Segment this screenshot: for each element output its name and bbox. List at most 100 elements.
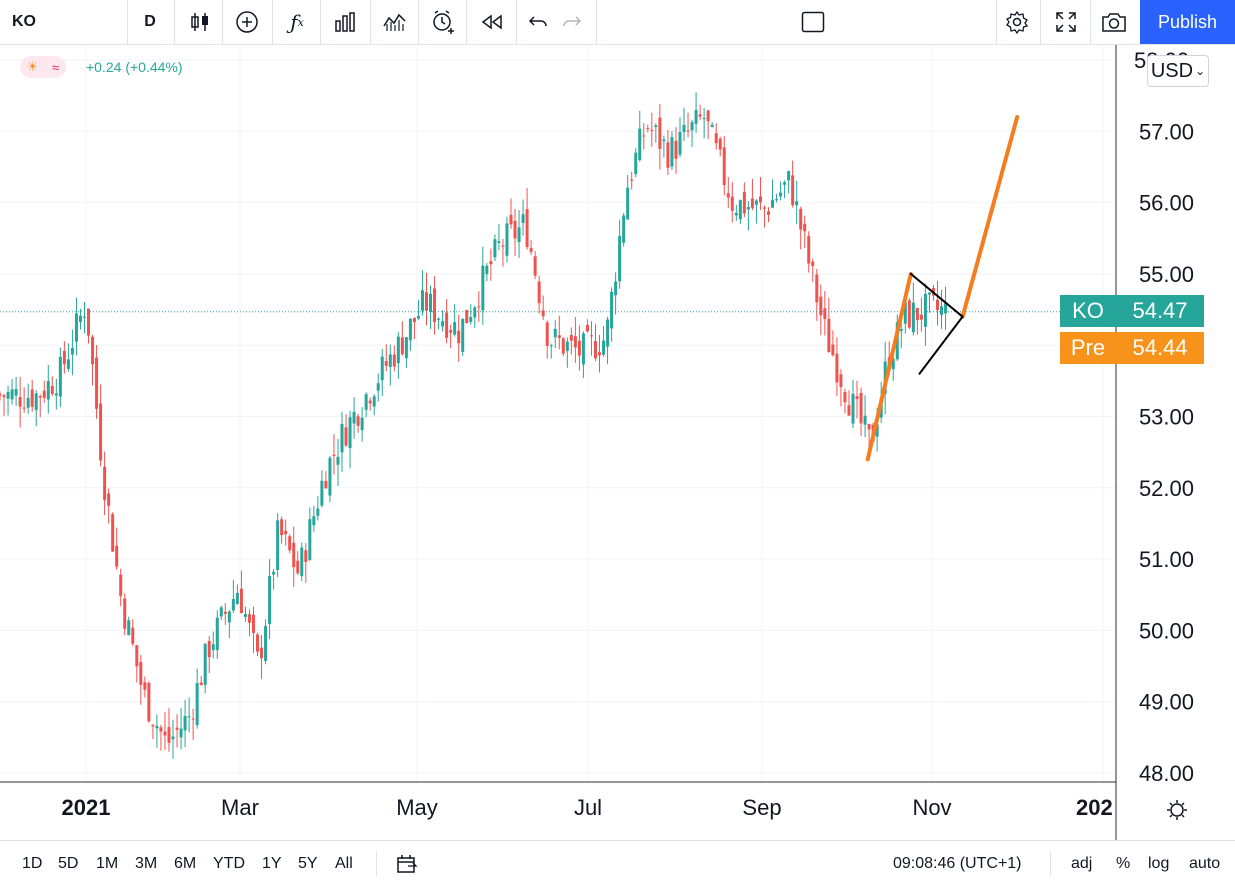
range-1y[interactable]: 1Y [262, 854, 282, 872]
candles-icon[interactable] [184, 0, 216, 44]
candle-body [280, 519, 284, 536]
indicator-templates-icon[interactable] [378, 0, 412, 44]
layout-icon[interactable] [798, 0, 828, 44]
candle-body [66, 359, 70, 369]
candle-body [82, 316, 86, 318]
candle-body [135, 645, 139, 667]
settings-icon[interactable] [1002, 0, 1032, 44]
alert-icon[interactable] [426, 0, 460, 44]
candle-body [795, 201, 799, 206]
time-tick-label: 202 [1076, 795, 1113, 820]
candle-body [111, 513, 115, 552]
symbol-search[interactable]: KO [12, 13, 36, 30]
range-ytd[interactable]: YTD [213, 854, 245, 872]
adj-toggle[interactable]: adj [1071, 854, 1093, 872]
candle-body [171, 736, 175, 740]
candle-body [875, 424, 879, 437]
candle-body [654, 125, 658, 128]
candle-body [268, 576, 272, 624]
candle-body [779, 192, 783, 197]
wave-icon: ≈ [52, 59, 60, 75]
camera-icon[interactable] [1098, 0, 1130, 44]
price-tick-label: 50.00 [1139, 618, 1194, 643]
price-tick-label: 56.00 [1139, 191, 1194, 216]
range-1d[interactable]: 1D [22, 854, 43, 872]
candle-body [50, 385, 54, 394]
range-5y[interactable]: 5Y [298, 854, 318, 872]
price-chart[interactable]: 57.00 56.00 55.00 53.00 52.00 51.00 50.00 49.00… [0, 45, 1235, 840]
redo-icon[interactable] [558, 0, 586, 44]
fullscreen-icon[interactable] [1050, 0, 1082, 44]
candle-body [927, 292, 931, 295]
candle-body [935, 299, 939, 311]
candle-body [529, 248, 533, 252]
pre-market-label: Pre [1060, 332, 1116, 364]
log-toggle[interactable]: log [1148, 854, 1170, 872]
last-price-tag: KO 54.47 [1060, 295, 1204, 327]
axis-settings-icon[interactable] [1167, 800, 1187, 820]
candle-body [561, 338, 565, 354]
range-5d[interactable]: 5D [58, 854, 79, 872]
candle-body [207, 640, 211, 658]
divider [127, 0, 128, 44]
time-tick-label: Mar [221, 795, 259, 820]
price-tick-label: 48.00 [1139, 761, 1194, 786]
candle-body [412, 317, 416, 323]
range-6m[interactable]: 6M [174, 854, 197, 872]
candle-body [867, 424, 871, 430]
candle-body [276, 520, 280, 570]
candle-body [682, 124, 686, 132]
range-all[interactable]: All [335, 854, 353, 872]
candle-body [758, 196, 762, 203]
replay-icon[interactable] [476, 0, 508, 44]
interval-button[interactable]: D [144, 13, 156, 30]
candle-body [312, 516, 316, 526]
candle-body [203, 643, 207, 685]
add-compare-icon[interactable] [230, 0, 264, 44]
candle-body [746, 207, 750, 210]
auto-toggle[interactable]: auto [1189, 854, 1221, 872]
candle-body [441, 321, 445, 327]
candle-body [525, 209, 529, 248]
range-1m[interactable]: 1M [96, 854, 119, 872]
undo-icon[interactable] [524, 0, 552, 44]
date-range-icon[interactable] [396, 841, 418, 886]
candle-body [545, 322, 549, 346]
candle-body [127, 620, 131, 636]
candle-body [565, 341, 569, 351]
range-3m[interactable]: 3M [135, 854, 158, 872]
price-axis: 57.00 56.00 55.00 53.00 52.00 51.00 50.00 49.00… [1134, 48, 1194, 786]
candle-body [457, 330, 461, 344]
candle-body [344, 427, 348, 446]
market-status-badge[interactable]: ☀ ≈ [20, 56, 66, 78]
candle-body [308, 519, 312, 560]
templates-icon[interactable] [328, 0, 362, 44]
divider [1050, 851, 1051, 876]
pennant-upper-line [909, 272, 964, 318]
currency-select[interactable]: USD ⌄ [1147, 55, 1209, 87]
candle-body [219, 607, 223, 617]
candle-body [243, 614, 247, 617]
candle-body [119, 574, 123, 596]
bottom-toolbar: 1D 5D 1M 3M 6M YTD 1Y 5Y All 09:08:46 (U… [0, 840, 1235, 886]
candle-body [0, 394, 2, 396]
candle-body [618, 236, 622, 282]
percent-toggle[interactable]: % [1116, 854, 1131, 872]
publish-button[interactable]: Publish [1140, 0, 1235, 44]
candle-body [754, 200, 758, 205]
chart-area[interactable]: 57.00 56.00 55.00 53.00 52.00 51.00 50.00 49.00… [0, 45, 1235, 840]
clock[interactable]: 09:08:46 (UTC+1) [893, 854, 1022, 872]
candle-body [364, 394, 368, 410]
candle-body [762, 207, 766, 209]
pre-market-value: 54.44 [1116, 332, 1204, 364]
candle-body [533, 256, 537, 276]
candle-body [730, 196, 734, 211]
candle-body [907, 300, 911, 328]
candle-body [702, 118, 706, 120]
candle-body [155, 725, 159, 729]
candle-body [553, 328, 557, 338]
candle-body [388, 354, 392, 368]
candle-body [296, 560, 300, 574]
